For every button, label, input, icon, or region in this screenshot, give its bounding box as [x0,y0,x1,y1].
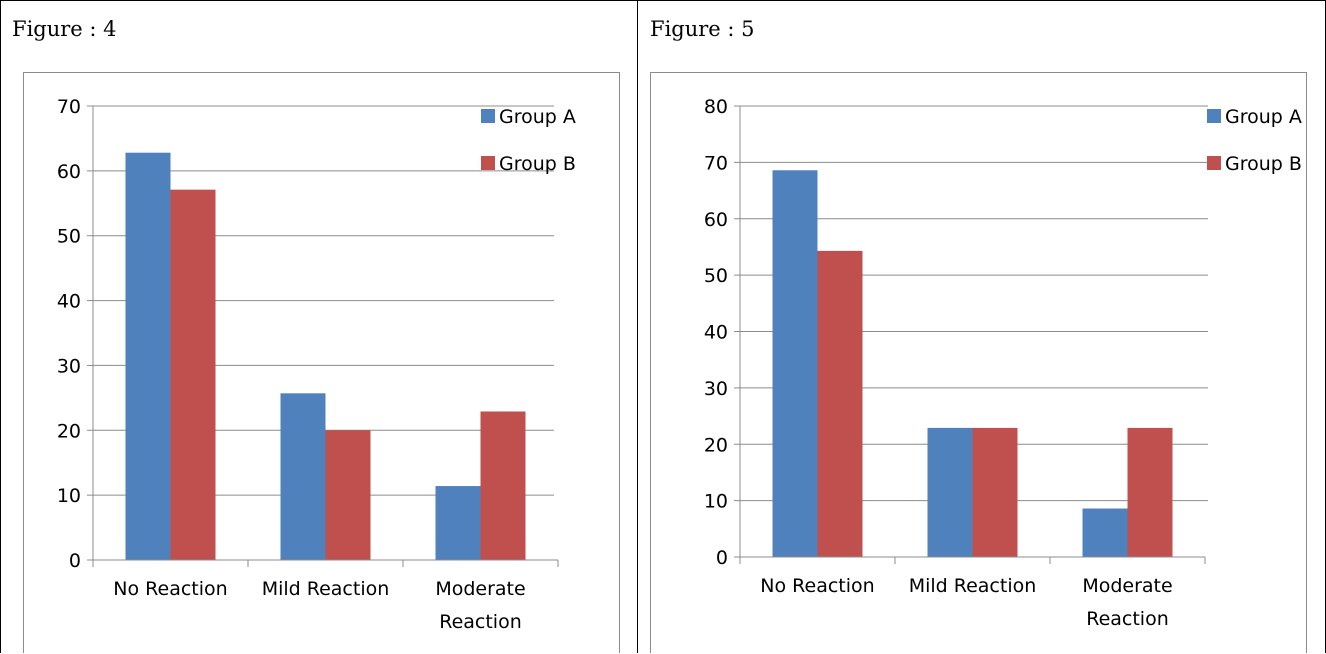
bar-group-a [280,393,326,560]
y-tick-label: 50 [57,226,81,248]
y-tick-label: 10 [704,491,728,513]
x-category-label: No Reaction [760,575,874,597]
y-tick-label: 40 [704,322,728,344]
y-tick-label: 80 [704,96,728,118]
y-tick-label: 30 [704,378,728,400]
y-tick-label: 60 [704,209,728,231]
figure-4-cell: Figure : 4 0 10 20 30 40 50 60 70 No Reaction Mil… [0,0,637,653]
bar-group-b [325,430,371,560]
x-category-label: No Reaction [113,578,227,600]
bar-group-a [435,486,481,560]
x-category-label: Moderate Reaction [435,578,525,633]
legend-label: Group A [1225,106,1302,128]
figure-4-chart: 0 10 20 30 40 50 60 70 No Reaction Mild Reaction M… [57,96,576,633]
legend-label: Group B [499,153,576,175]
y-tick-label: 40 [57,291,81,313]
table-divider [637,0,638,653]
y-tick-label: 0 [69,550,81,572]
bar-group-a [772,170,818,557]
figure-5-chart-area: 0 10 20 30 40 50 60 70 80 No Reaction Mild Reactio… [650,72,1307,653]
legend-label: Group A [499,106,576,128]
bar-group-b [817,250,863,558]
legend-swatch [1207,156,1221,170]
bar-group-a [927,427,973,557]
y-tick-label: 0 [716,547,728,569]
y-tick-label: 10 [57,485,81,507]
legend-label: Group B [1225,153,1302,175]
bar-group-b [170,189,216,560]
y-tick-label: 20 [704,434,728,456]
figure-5-caption: Figure : 5 [650,17,755,41]
y-tick-label: 70 [57,96,81,118]
x-category-label: Moderate Reaction [1082,575,1172,630]
y-tick-label: 50 [704,265,728,287]
figure-5-chart: 0 10 20 30 40 50 60 70 80 No Reaction Mild Reactio… [704,96,1302,630]
legend-swatch [481,109,495,123]
figure-4-chart-area: 0 10 20 30 40 50 60 70 No Reaction Mild Reaction M… [23,72,620,653]
y-tick-label: 60 [57,161,81,183]
bar-group-a [125,152,171,560]
y-tick-label: 30 [57,355,81,377]
y-tick-label: 70 [704,152,728,174]
figure-4-caption: Figure : 4 [12,17,117,41]
bar-group-b [972,427,1018,557]
x-category-label: Mild Reaction [262,578,390,600]
legend-swatch [1207,109,1221,123]
bar-group-b [1127,427,1173,557]
bar-group-b [480,411,526,560]
bar-group-a [1082,508,1128,557]
figure-5-cell: Figure : 5 0 10 20 30 40 50 60 70 80 No Reaction M… [638,0,1326,653]
x-category-label: Mild Reaction [909,575,1037,597]
y-tick-label: 20 [57,420,81,442]
legend-swatch [481,156,495,170]
